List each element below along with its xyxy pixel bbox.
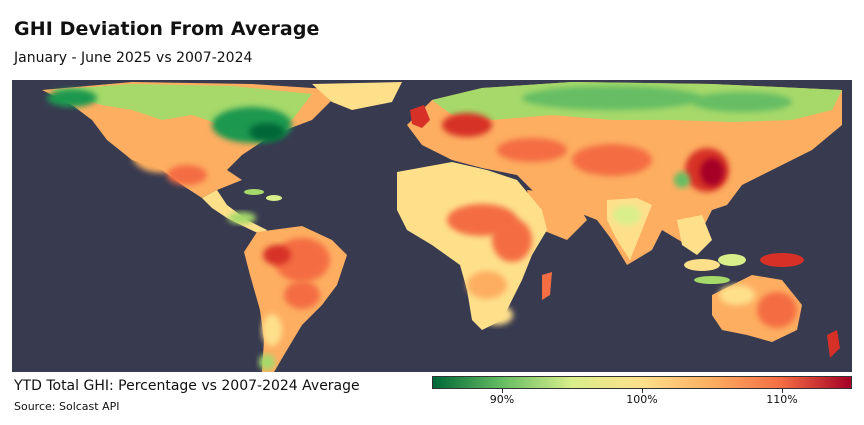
colorbar-tick-label: 100%: [626, 393, 658, 406]
source-note: Source: Solcast API: [14, 400, 120, 413]
north-america: [42, 82, 402, 235]
indonesia: [684, 253, 804, 284]
eurasia: [407, 82, 842, 265]
colorbar-tick: [782, 389, 783, 393]
africa: [397, 162, 552, 330]
colorbar-tick: [642, 389, 643, 393]
chart-title: GHI Deviation From Average: [14, 18, 320, 40]
legend-caption: YTD Total GHI: Percentage vs 2007-2024 A…: [14, 378, 360, 394]
world-map: [12, 80, 852, 372]
color-scale-bar: [432, 376, 852, 389]
south-america: [244, 226, 347, 372]
chart-subtitle: January - June 2025 vs 2007-2024: [14, 50, 253, 66]
colorbar-tick-label: 90%: [489, 393, 515, 406]
colorbar-tick-label: 110%: [766, 393, 798, 406]
australia: [712, 275, 840, 358]
colorbar-tick: [502, 389, 503, 393]
